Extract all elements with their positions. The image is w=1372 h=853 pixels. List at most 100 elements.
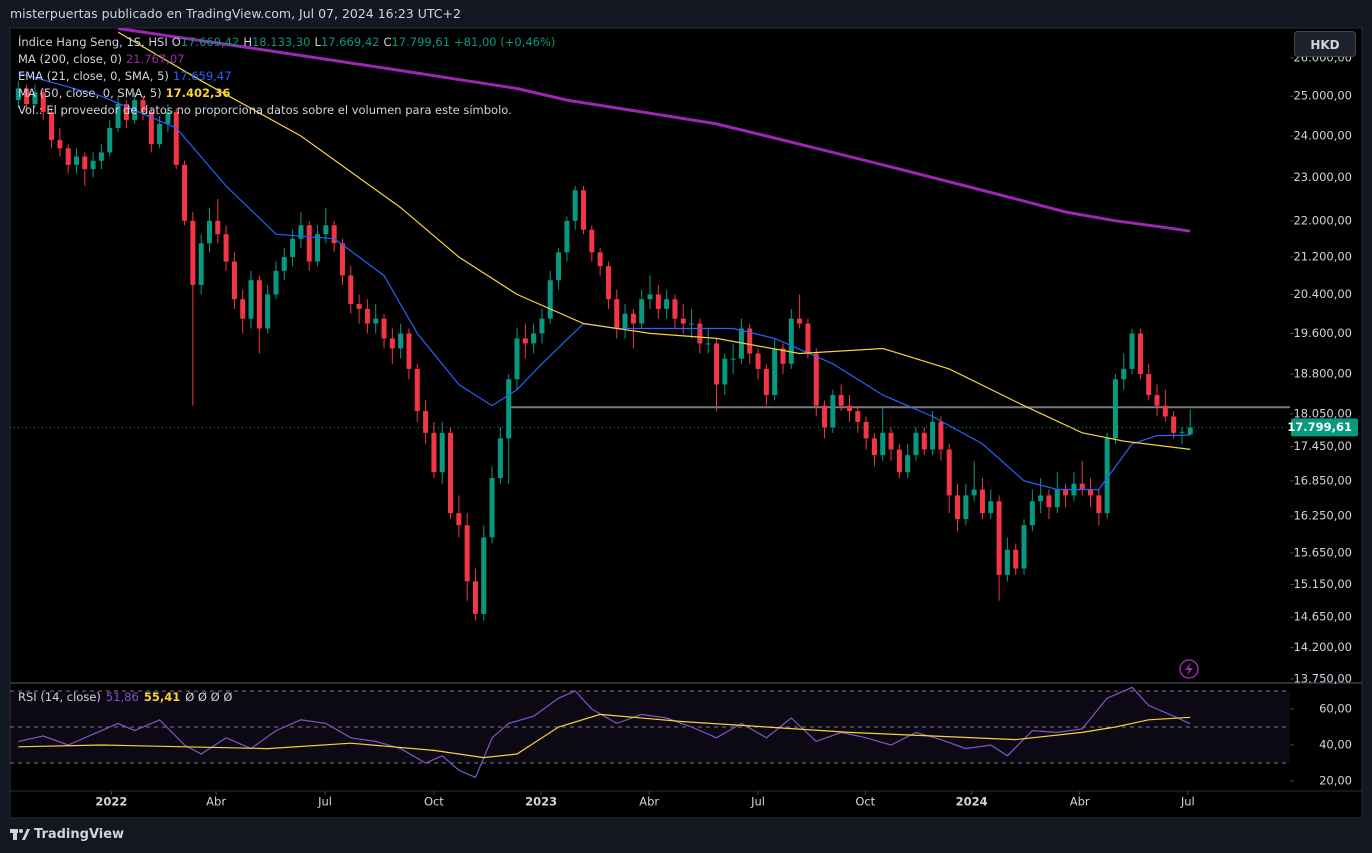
brand: TradingView	[34, 827, 125, 842]
candle-body	[1063, 489, 1069, 496]
x-tick-label: 2023	[525, 795, 557, 809]
candle-body	[1146, 374, 1152, 396]
y-tick-label: 14.200,00	[1293, 640, 1352, 654]
candle-body	[780, 348, 786, 364]
y-tick-label: 22.000,00	[1293, 213, 1352, 227]
chart-background	[9, 27, 1363, 819]
candle-body	[581, 190, 587, 230]
candle-body	[348, 275, 354, 305]
y-tick-label: 20.400,00	[1293, 287, 1352, 301]
candle-body	[1112, 379, 1118, 439]
candle-body	[323, 225, 329, 235]
y-tick-label: 15.650,00	[1293, 545, 1352, 559]
axes: 26.000,0025.000,0024.000,0023.000,0022.0…	[95, 51, 1358, 809]
candle-body	[206, 220, 212, 244]
y-tick-label: 15.150,00	[1293, 577, 1352, 591]
candle-body	[647, 294, 653, 300]
candle-body	[514, 338, 520, 380]
candle-body	[1013, 549, 1019, 569]
rsi-y-tick-label: 40,00	[1319, 738, 1352, 752]
x-tick-label: Jul	[317, 795, 332, 809]
candle-body	[298, 225, 304, 239]
candle-body	[547, 280, 553, 319]
candle-body	[938, 421, 944, 450]
candle-body	[630, 313, 636, 324]
candle-body	[822, 405, 828, 428]
symbol: Índice Hang Seng, 1S, HSI	[18, 35, 168, 49]
y-tick-label: 13.750,00	[1293, 672, 1352, 686]
x-tick-label: 2022	[95, 795, 127, 809]
candle-body	[464, 525, 470, 582]
candle-body	[963, 495, 969, 520]
candle-body	[763, 368, 769, 396]
candle-body	[356, 304, 362, 309]
indicator-extras: Ø Ø Ø Ø	[185, 690, 233, 704]
candle-body	[256, 280, 262, 329]
candle-body	[672, 299, 678, 319]
candle-body	[1029, 501, 1035, 526]
candle-body	[40, 92, 46, 112]
candle-body	[1171, 416, 1177, 433]
x-tick-label: Jul	[1180, 795, 1195, 809]
moving-average	[117, 28, 1191, 233]
candle-body	[1088, 489, 1094, 496]
change: +81,00 (+0,46%)	[454, 35, 556, 49]
candle-body	[82, 156, 88, 170]
y-tick-label: 17.450,00	[1293, 439, 1352, 453]
x-tick-label: 2024	[956, 795, 988, 809]
y-tick-label: 25.000,00	[1293, 89, 1352, 103]
y-tick-label: 24.000,00	[1293, 129, 1352, 143]
candle-body	[223, 234, 229, 262]
candle-body	[98, 152, 104, 161]
rsi-line	[18, 713, 1191, 759]
rsi-pane	[10, 686, 1290, 779]
indicator-name: MA (50, close, 0, SMA, 5)	[18, 86, 162, 100]
candle-body	[747, 328, 753, 354]
x-tick-label: Jul	[750, 795, 765, 809]
candle-body	[140, 100, 146, 112]
ohlc-value: 17.669,42	[320, 35, 380, 49]
alert-bolt	[1185, 662, 1193, 676]
candle-body	[855, 411, 861, 422]
currency-button[interactable]: HKD	[1294, 31, 1356, 57]
ohlc-key: H	[243, 35, 252, 49]
candle-body	[896, 449, 902, 473]
candle-body	[697, 323, 703, 344]
candle-body	[15, 88, 21, 101]
candle-body	[1121, 368, 1127, 380]
candle-body	[689, 323, 695, 325]
candle-body	[57, 140, 63, 149]
candle-body	[331, 225, 337, 244]
candle-body	[880, 432, 886, 456]
candle-body	[813, 353, 819, 406]
candle-body	[489, 477, 495, 538]
candle-body	[65, 148, 71, 165]
legend-row: MA (50, close, 0, SMA, 5) 17.402,36	[18, 85, 559, 102]
candle-body	[772, 348, 778, 396]
candle-body	[364, 308, 370, 324]
last-price-label: 17.799,61	[1287, 420, 1352, 434]
candle-body	[722, 358, 728, 385]
candle-body	[846, 405, 852, 412]
indicator-name: MA (200, close, 0)	[18, 52, 122, 66]
main-pane	[10, 28, 1290, 621]
volume-note: Vol.: El proveedor de datos no proporcio…	[18, 103, 512, 117]
candle-body	[423, 411, 429, 433]
candle-body	[797, 318, 803, 324]
indicator-name: EMA (21, close, 0, SMA, 5)	[18, 69, 169, 83]
candle-body	[439, 432, 445, 473]
rsi-y-tick-label: 60,00	[1319, 702, 1352, 716]
ohlc-value: 17.669,42	[180, 35, 240, 49]
candle-body	[605, 266, 611, 300]
alert-icon[interactable]	[1179, 659, 1199, 679]
candle-body	[979, 489, 985, 514]
candle-body	[930, 421, 936, 450]
candle-body	[713, 343, 719, 385]
candle-body	[680, 318, 686, 324]
candle-body	[921, 432, 927, 450]
candle-body	[755, 353, 761, 369]
candle-body	[664, 299, 670, 309]
candle-body	[315, 234, 321, 262]
candle-body	[456, 513, 462, 526]
